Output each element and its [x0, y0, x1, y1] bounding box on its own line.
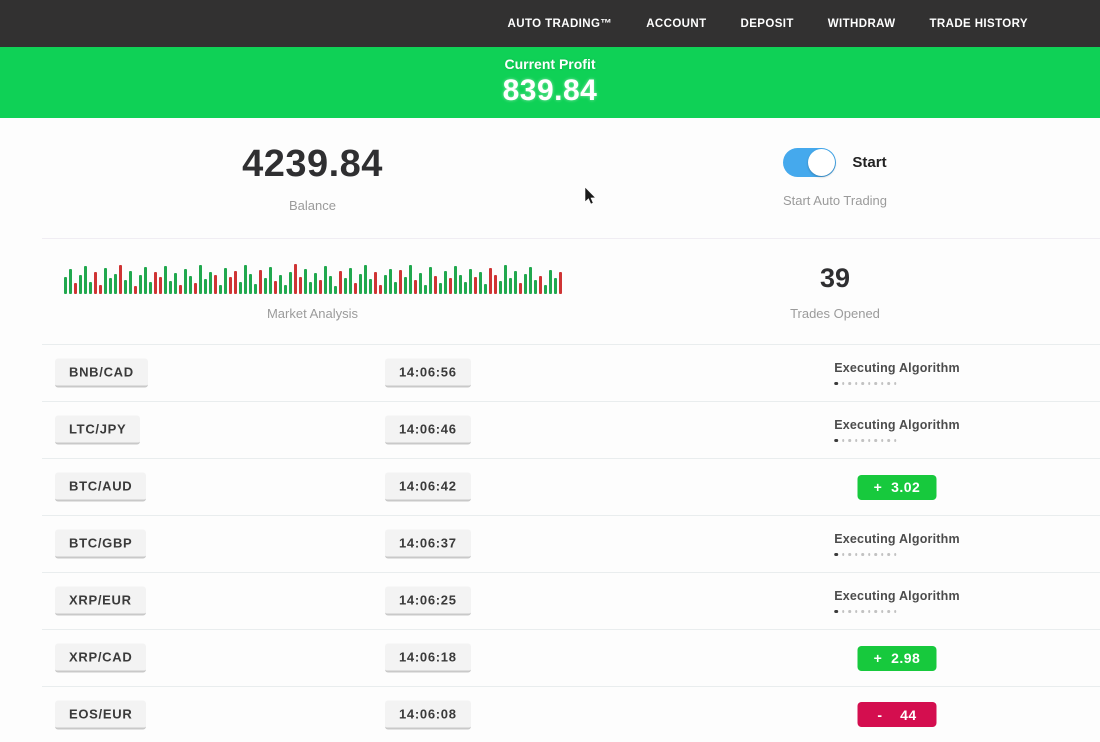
- toggle-knob: [808, 149, 836, 176]
- balance-value: 4239.84: [242, 143, 383, 185]
- time-badge[interactable]: 14:06:46: [385, 415, 471, 445]
- table-row: LTC/JPY 14:06:46 Executing Algorithm: [0, 401, 1100, 458]
- stats-row-market: Market Analysis 39 Trades Opened: [0, 239, 1100, 344]
- nav-account[interactable]: ACCOUNT: [646, 17, 707, 30]
- time-badge[interactable]: 14:06:37: [385, 529, 471, 559]
- pair-badge[interactable]: BTC/GBP: [55, 529, 147, 559]
- executing-status: Executing Algorithm: [834, 532, 960, 556]
- result-badge: + 3.02: [857, 474, 937, 500]
- time-badge[interactable]: 14:06:42: [385, 472, 471, 502]
- market-analysis-chart: [63, 263, 562, 294]
- table-row: EOS/EUR 14:06:08 Executing Algorithm - 4…: [0, 686, 1100, 742]
- top-nav: AUTO TRADING™ ACCOUNT DEPOSIT WITHDRAW T…: [0, 0, 1100, 47]
- time-badge[interactable]: 14:06:08: [385, 700, 471, 729]
- pair-badge[interactable]: XRP/CAD: [55, 643, 147, 673]
- progress-dots: [834, 552, 932, 556]
- executing-status: Executing Algorithm: [834, 361, 960, 385]
- executing-status: Executing Algorithm: [834, 418, 960, 442]
- market-analysis-label: Market Analysis: [266, 305, 359, 321]
- table-row: XRP/CAD 14:06:18 Executing Algorithm + 2…: [0, 629, 1100, 686]
- time-badge[interactable]: 14:06:18: [385, 643, 471, 673]
- table-row: BNB/CAD 14:06:56 Executing Algorithm: [0, 344, 1100, 401]
- pair-badge[interactable]: LTC/JPY: [55, 415, 141, 445]
- pair-badge[interactable]: BNB/CAD: [55, 358, 148, 388]
- executing-label: Executing Algorithm: [834, 418, 960, 432]
- nav-deposit[interactable]: DEPOSIT: [740, 17, 794, 30]
- trades-opened-value: 39: [819, 262, 851, 293]
- toggle-start-label: Start: [852, 154, 887, 171]
- progress-dots: [834, 381, 932, 385]
- auto-trading-toggle[interactable]: [783, 148, 837, 177]
- result-badge: - 44: [857, 702, 937, 727]
- current-profit-banner: Current Profit 839.84: [0, 47, 1100, 118]
- nav-auto-trading[interactable]: AUTO TRADING™: [507, 17, 613, 30]
- progress-dots: [834, 438, 932, 442]
- time-badge[interactable]: 14:06:56: [385, 358, 471, 388]
- current-profit-label: Current Profit: [504, 56, 596, 72]
- progress-dots: [834, 609, 932, 613]
- table-row: XRP/EUR 14:06:25 Executing Algorithm: [0, 572, 1100, 629]
- executing-label: Executing Algorithm: [834, 361, 960, 375]
- pair-badge[interactable]: XRP/EUR: [55, 586, 146, 616]
- start-auto-trading-label: Start Auto Trading: [782, 193, 888, 208]
- trades-opened-label: Trades Opened: [790, 305, 880, 321]
- pair-badge[interactable]: EOS/EUR: [55, 700, 147, 729]
- current-profit-value: 839.84: [502, 74, 598, 107]
- balance-label: Balance: [289, 198, 336, 213]
- nav-withdraw[interactable]: WITHDRAW: [827, 17, 896, 30]
- pair-badge[interactable]: BTC/AUD: [55, 472, 147, 502]
- nav-trade-history[interactable]: TRADE HISTORY: [929, 17, 1028, 30]
- stats-row-balance: 4239.84 Balance Start Start Auto Trading: [0, 118, 1100, 238]
- executing-label: Executing Algorithm: [834, 532, 960, 546]
- result-badge: + 2.98: [857, 645, 937, 671]
- section-divider: [42, 238, 1100, 239]
- executing-status: Executing Algorithm: [834, 589, 960, 613]
- trades-table: BNB/CAD 14:06:56 Executing Algorithm LTC…: [0, 344, 1100, 742]
- table-row: BTC/AUD 14:06:42 Executing Algorithm + 3…: [0, 458, 1100, 515]
- executing-label: Executing Algorithm: [834, 589, 960, 603]
- table-row: BTC/GBP 14:06:37 Executing Algorithm: [0, 515, 1100, 572]
- time-badge[interactable]: 14:06:25: [385, 586, 471, 616]
